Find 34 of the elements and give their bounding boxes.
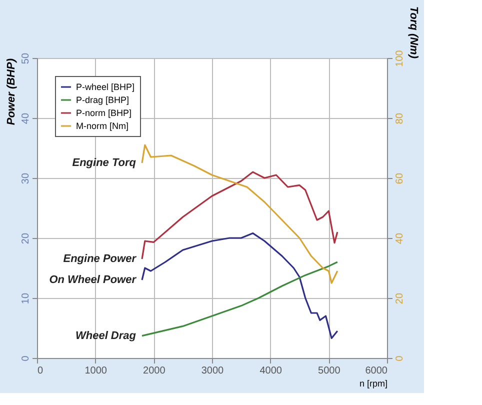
line-series — [141, 232, 338, 339]
y2-tick-label: 60 — [394, 172, 406, 184]
y-tick-label: 20 — [20, 232, 32, 244]
annotation: On Wheel Power — [49, 274, 137, 286]
annotation: Wheel Drag — [75, 330, 136, 342]
legend-label: P-wheel [BHP] — [76, 82, 135, 92]
y-axis-title: Power (BHP) — [6, 58, 18, 126]
line-series — [141, 171, 338, 260]
x-tick-label: 4000 — [260, 366, 282, 376]
y-tick-label: 10 — [20, 292, 32, 304]
y2-axis-title: Torq (Nm) — [408, 6, 420, 59]
line-series — [141, 261, 338, 337]
annotation: Engine Power — [63, 253, 137, 265]
y2-tick-label: 80 — [394, 112, 406, 124]
legend-label: M-norm [Nm] — [76, 121, 128, 131]
x-tick-label: 3000 — [201, 366, 224, 376]
y-tick-label: 30 — [20, 172, 32, 184]
y2-tick-label: 100 — [394, 50, 406, 67]
x-tick-label: 0 — [38, 366, 44, 376]
y2-tick-label: 20 — [394, 292, 406, 304]
y-tick-label: 0 — [20, 355, 32, 362]
x-tick-label: 1000 — [84, 366, 108, 376]
x-tick-label: 6000 — [365, 366, 388, 376]
x-tick-label: 2000 — [143, 366, 166, 376]
x-axis-title: n [rpm] — [359, 378, 388, 388]
y-tick-label: 50 — [20, 52, 32, 64]
legend-label: P-norm [BHP] — [76, 108, 132, 118]
y2-tick-label: 40 — [394, 232, 406, 244]
y2-tick-label: 0 — [394, 355, 406, 362]
line-series — [141, 144, 338, 284]
annotation: Engine Torq — [72, 157, 136, 169]
y-tick-label: 40 — [20, 112, 32, 124]
x-tick-label: 5000 — [318, 366, 341, 376]
legend-label: P-drag [BHP] — [76, 95, 130, 105]
